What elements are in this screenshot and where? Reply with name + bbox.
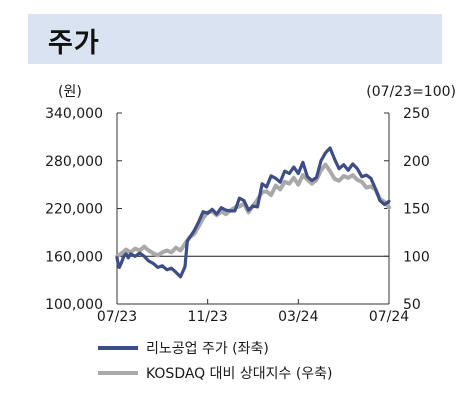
right-tick-label: 250 [403,106,430,122]
right-axis-unit-label: (07/23=100) [366,84,456,100]
right-tick-label: 50 [403,297,421,313]
left-tick-label: 100,000 [45,297,103,313]
left-axis-unit-label: (원) [58,84,82,100]
right-tick-label: 100 [403,249,430,265]
legend-label: 리노공업 주가 (좌축) [146,341,269,357]
left-tick-label: 280,000 [45,154,103,170]
x-tick-label: 07/23 [97,309,137,325]
right-tick-label: 150 [403,202,430,218]
series-layer [115,146,391,279]
stock-price-line [115,146,391,279]
left-tick-label: 160,000 [45,249,103,265]
x-tick-label: 07/24 [369,309,409,325]
legend-label: KOSDAQ 대비 상대지수 (우축) [146,366,333,382]
x-tick-label: 11/23 [187,309,227,325]
right-tick-label: 200 [403,154,430,170]
kosdaq-relative-line [115,162,391,259]
labels-layer: (원) (07/23=100) 340,000 280,000 220,000 160… [45,84,456,325]
title-bar: 주가 [28,14,442,64]
axes-layer [116,112,390,305]
chart-title: 주가 [48,28,100,59]
legend: 리노공업 주가 (좌축) KOSDAQ 대비 상대지수 (우축) [98,341,333,382]
left-tick-label: 220,000 [45,202,103,218]
left-tick-label: 340,000 [45,106,103,122]
x-tick-label: 03/24 [278,309,318,325]
